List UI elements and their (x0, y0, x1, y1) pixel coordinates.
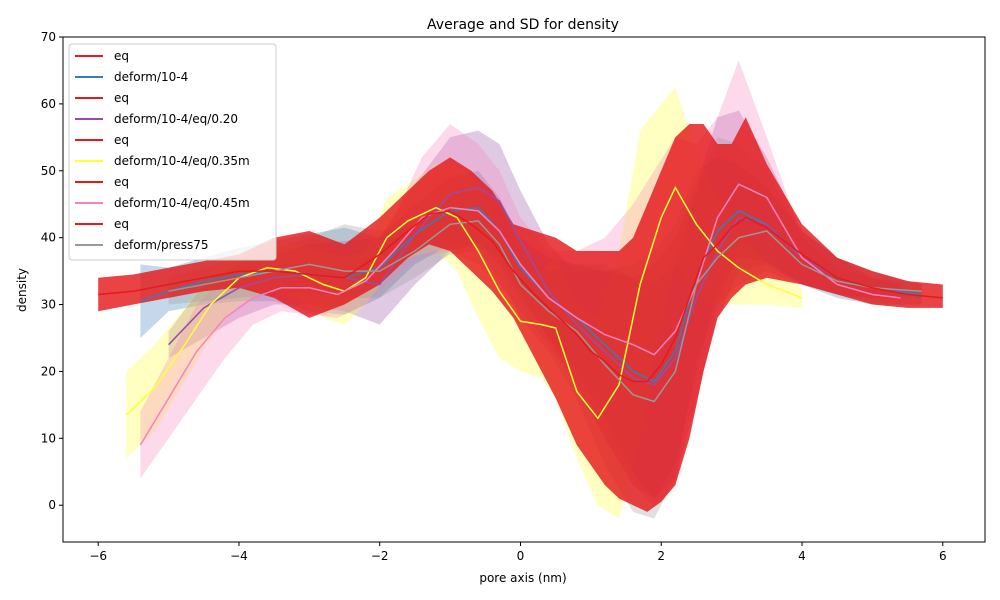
y-tick-label: 50 (41, 164, 56, 178)
legend-label: eq (114, 175, 129, 189)
legend-box (68, 43, 277, 261)
y-axis-title: density (15, 268, 29, 312)
mean-line-2 (125, 185, 803, 420)
x-tick-label: 4 (798, 549, 806, 563)
x-axis: −6 −4 −2 0 2 4 6 (89, 542, 947, 563)
legend-label: eq (114, 133, 129, 147)
legend-label: deform/press75 (114, 238, 208, 252)
legend-label: eq (114, 91, 129, 105)
x-tick-label: 6 (939, 549, 947, 563)
y-tick-label: 0 (48, 498, 56, 512)
chart-title: Average and SD for density (427, 17, 619, 33)
y-axis: 0 10 20 30 40 50 60 70 (41, 30, 63, 512)
y-tick-label: 70 (41, 30, 56, 44)
mean-line-5 (98, 210, 943, 383)
legend-label: deform/10-4/eq/0.20 (114, 112, 238, 126)
legend: eq deform/10-4 eq deform/10-4/eq/0.20 eq defo… (68, 43, 277, 261)
x-tick-label: −6 (89, 549, 107, 563)
y-tick-label: 40 (41, 231, 56, 245)
x-axis-title: pore axis (nm) (479, 571, 566, 585)
mean-line-3 (139, 183, 901, 446)
y-tick-label: 60 (41, 97, 56, 111)
plot-frame (62, 36, 986, 543)
legend-label: deform/10-4/eq/0.35m (114, 154, 250, 168)
mean-lines (98, 183, 943, 446)
legend-label: eq (114, 49, 129, 63)
legend-label: deform/10-4 (114, 70, 188, 84)
y-tick-label: 10 (41, 431, 56, 445)
x-tick-label: 2 (657, 549, 665, 563)
plot-area (98, 60, 943, 519)
y-tick-label: 20 (41, 364, 56, 378)
sd-band-5 (98, 117, 943, 512)
y-tick-label: 30 (41, 298, 56, 312)
x-tick-label: 0 (517, 549, 525, 563)
x-tick-label: −2 (371, 549, 389, 563)
x-tick-label: −4 (230, 549, 248, 563)
legend-label: eq (114, 217, 129, 231)
legend-label: deform/10-4/eq/0.45m (114, 196, 250, 210)
